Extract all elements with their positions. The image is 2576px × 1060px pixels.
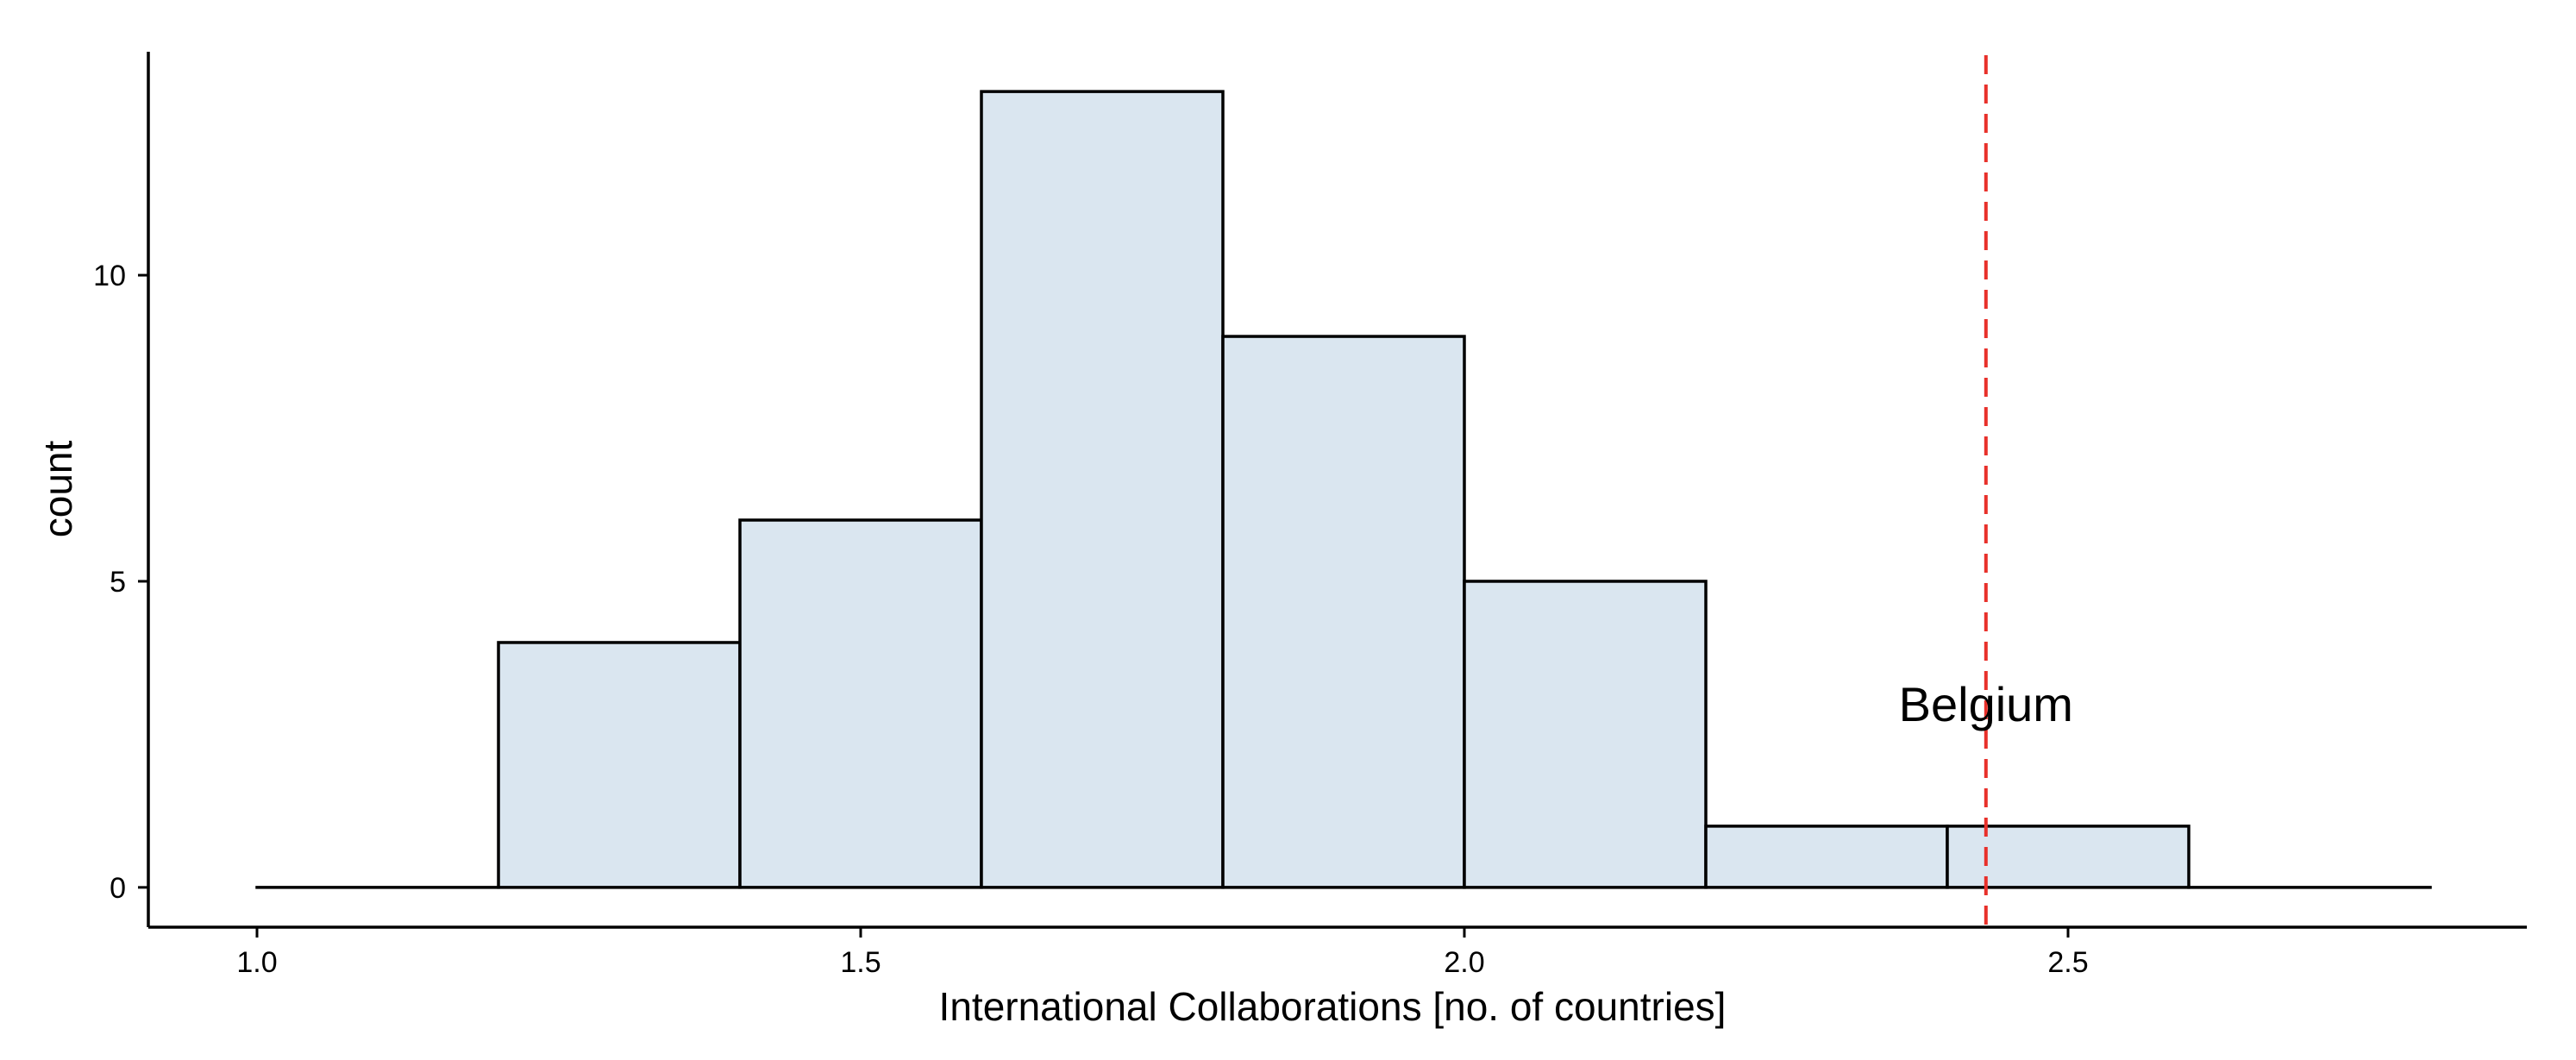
histogram-bar (738, 518, 983, 889)
reference-line-group: Belgium (1899, 55, 2073, 927)
x-axis-title: International Collaborations [no. of cou… (939, 984, 1727, 1029)
histogram-bar (1221, 335, 1466, 889)
y-axis-title: count (35, 441, 80, 538)
histogram-bars (255, 90, 2432, 889)
reference-line-label: Belgium (1899, 677, 2073, 731)
x-tick-label: 1.5 (840, 946, 881, 979)
histogram-bar (1704, 825, 1949, 889)
x-tick-label: 2.0 (1444, 946, 1484, 979)
histogram-bar (1463, 580, 1708, 889)
x-tick-label: 2.5 (2047, 946, 2088, 979)
histogram-bar (980, 90, 1225, 889)
y-tick-label: 0 (110, 872, 126, 905)
histogram-bar (1946, 825, 2191, 889)
axes (147, 52, 2527, 929)
histogram-bar (497, 641, 742, 889)
axis-ticks: 1.0 1.5 2.0 2.5 0 5 10 (93, 260, 2088, 979)
y-tick-label: 5 (110, 566, 126, 599)
x-tick-label: 1.0 (236, 946, 277, 979)
y-tick-label: 10 (93, 260, 126, 292)
